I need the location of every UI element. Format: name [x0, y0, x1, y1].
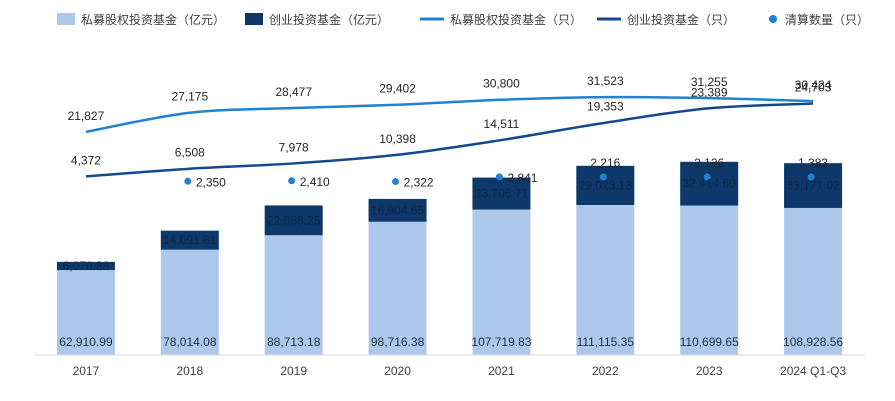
line-label-venture-capital: 19,353 [587, 100, 624, 114]
data-labels: 62,910.99 6,070.88 78,014.08 14,091.61 88,71… [59, 74, 843, 349]
bar-private-equity-2017 [56, 270, 115, 355]
scatter-label-liquidation: 2,322 [404, 176, 434, 190]
scatter-point-liquidation [495, 173, 503, 181]
bar-label-private-equity: 111,115.35 [577, 335, 635, 349]
scatter-point-liquidation [288, 177, 296, 185]
legend-label: 私募股权投资基金（只） [450, 12, 582, 27]
line-label-private-equity: 30,800 [483, 77, 520, 91]
bar-label-private-equity: 88,713.18 [267, 335, 321, 349]
legend-swatch [245, 13, 263, 25]
scatter-point-liquidation [807, 173, 815, 181]
line-label-venture-capital: 7,978 [279, 140, 309, 154]
bar-private-equity-2020 [368, 221, 427, 355]
line-venture-capital-count [85, 102, 814, 178]
bar-venture-capital-2024 Q1-Q3 [784, 163, 843, 208]
bar-label-private-equity: 62,910.99 [59, 335, 113, 349]
x-tick-label: 2019 [280, 364, 307, 378]
line-label-venture-capital: 23,389 [691, 85, 728, 99]
x-tick-label: 2017 [73, 364, 100, 378]
bar-venture-capital-2023 [680, 161, 739, 206]
scatter-label-liquidation: 2,350 [196, 175, 226, 189]
line-label-private-equity: 27,175 [171, 90, 208, 104]
legend-item-1: 私募股权投资基金（亿元） [57, 12, 225, 27]
legend-label: 清算数量（只） [785, 12, 869, 27]
x-tick-label: 2023 [696, 364, 723, 378]
line-label-private-equity: 31,523 [587, 74, 624, 88]
bars [56, 161, 843, 355]
legend: 私募股权投资基金（亿元） 创业投资基金（亿元） 私募股权投资基金（只） 创业投资基金（… [57, 12, 869, 27]
bar-label-venture-capital: 32,414.60 [682, 177, 736, 191]
x-tick-label: 2020 [384, 364, 411, 378]
scatter-point-liquidation [703, 173, 711, 181]
legend-item-5: 清算数量（只） [769, 12, 869, 27]
bar-private-equity-2022 [576, 204, 635, 355]
line-label-venture-capital: 14,511 [484, 117, 520, 131]
bar-label-venture-capital: 33,171.02 [786, 179, 840, 193]
legend-item-4: 创业投资基金（只） [597, 12, 735, 27]
legend-item-3: 私募股权投资基金（只） [420, 12, 582, 27]
bar-label-venture-capital: 16,904.65 [371, 203, 425, 217]
line-label-private-equity: 29,402 [379, 82, 416, 96]
line-label-private-equity: 30,424 [795, 78, 832, 92]
legend-label: 私募股权投资基金（亿元） [81, 12, 225, 27]
bar-label-private-equity: 78,014.08 [163, 335, 217, 349]
bar-label-private-equity: 107,719.83 [471, 335, 531, 349]
bar-venture-capital-2017 [56, 261, 115, 271]
legend-swatch [57, 13, 75, 25]
legend-item-2: 创业投资基金（亿元） [245, 12, 389, 27]
line-private-equity-count [85, 95, 814, 134]
scatter-point-liquidation [599, 173, 607, 181]
bar-label-venture-capital: 14,091.61 [163, 233, 217, 247]
legend-label: 创业投资基金（只） [627, 12, 735, 27]
bar-private-equity-2021 [472, 209, 531, 355]
bar-private-equity-2023 [680, 205, 739, 355]
line-label-venture-capital: 4,372 [71, 153, 101, 167]
scatter-label-liquidation: 2,216 [590, 156, 620, 170]
bar-private-equity-2024 Q1-Q3 [784, 207, 843, 355]
bar-venture-capital-2020 [368, 198, 427, 222]
bar-label-private-equity: 108,928.56 [783, 335, 843, 349]
bar-label-venture-capital: 22,088.25 [267, 213, 321, 227]
line-label-private-equity: 31,255 [691, 75, 728, 89]
bar-label-private-equity: 98,716.38 [371, 335, 425, 349]
scatter-label-liquidation: 1,383 [798, 156, 828, 170]
bar-label-venture-capital: 29,023.13 [579, 178, 633, 192]
x-tick-label: 2021 [488, 364, 515, 378]
bar-venture-capital-2018 [160, 230, 219, 250]
scatter-point-liquidation [184, 177, 192, 185]
lines [85, 95, 814, 178]
x-tick-label: 2022 [592, 364, 619, 378]
legend-swatch [769, 15, 777, 23]
legend-label: 创业投资基金（亿元） [269, 12, 389, 27]
bar-venture-capital-2019 [264, 205, 323, 236]
x-tick-label: 2018 [176, 364, 203, 378]
bar-venture-capital-2022 [576, 165, 635, 205]
line-label-venture-capital: 6,508 [175, 146, 205, 160]
bar-private-equity-2018 [160, 249, 219, 355]
scatter-points [184, 173, 815, 186]
bar-label-venture-capital: 23,706.71 [475, 187, 529, 201]
bar-private-equity-2019 [264, 235, 323, 355]
line-label-private-equity: 21,827 [68, 109, 105, 123]
scatter-label-liquidation: 2,410 [300, 175, 330, 189]
line-label-venture-capital: 10,398 [379, 132, 416, 146]
line-label-venture-capital: 24,703 [795, 81, 832, 95]
line-label-private-equity: 28,477 [275, 85, 312, 99]
x-tick-label: 2024 Q1-Q3 [780, 364, 846, 378]
scatter-label-liquidation: 2,136 [694, 156, 724, 170]
scatter-label-liquidation: 2,841 [507, 171, 537, 185]
bar-label-private-equity: 110,699.65 [680, 335, 739, 349]
scatter-point-liquidation [392, 178, 400, 186]
bar-label-venture-capital: 6,070.88 [63, 259, 110, 273]
bar-venture-capital-2021 [472, 177, 531, 210]
x-axis: 2017 2018 2019 2020 2021 2022 2023 2024 Q1-Q3 [34, 354, 865, 378]
